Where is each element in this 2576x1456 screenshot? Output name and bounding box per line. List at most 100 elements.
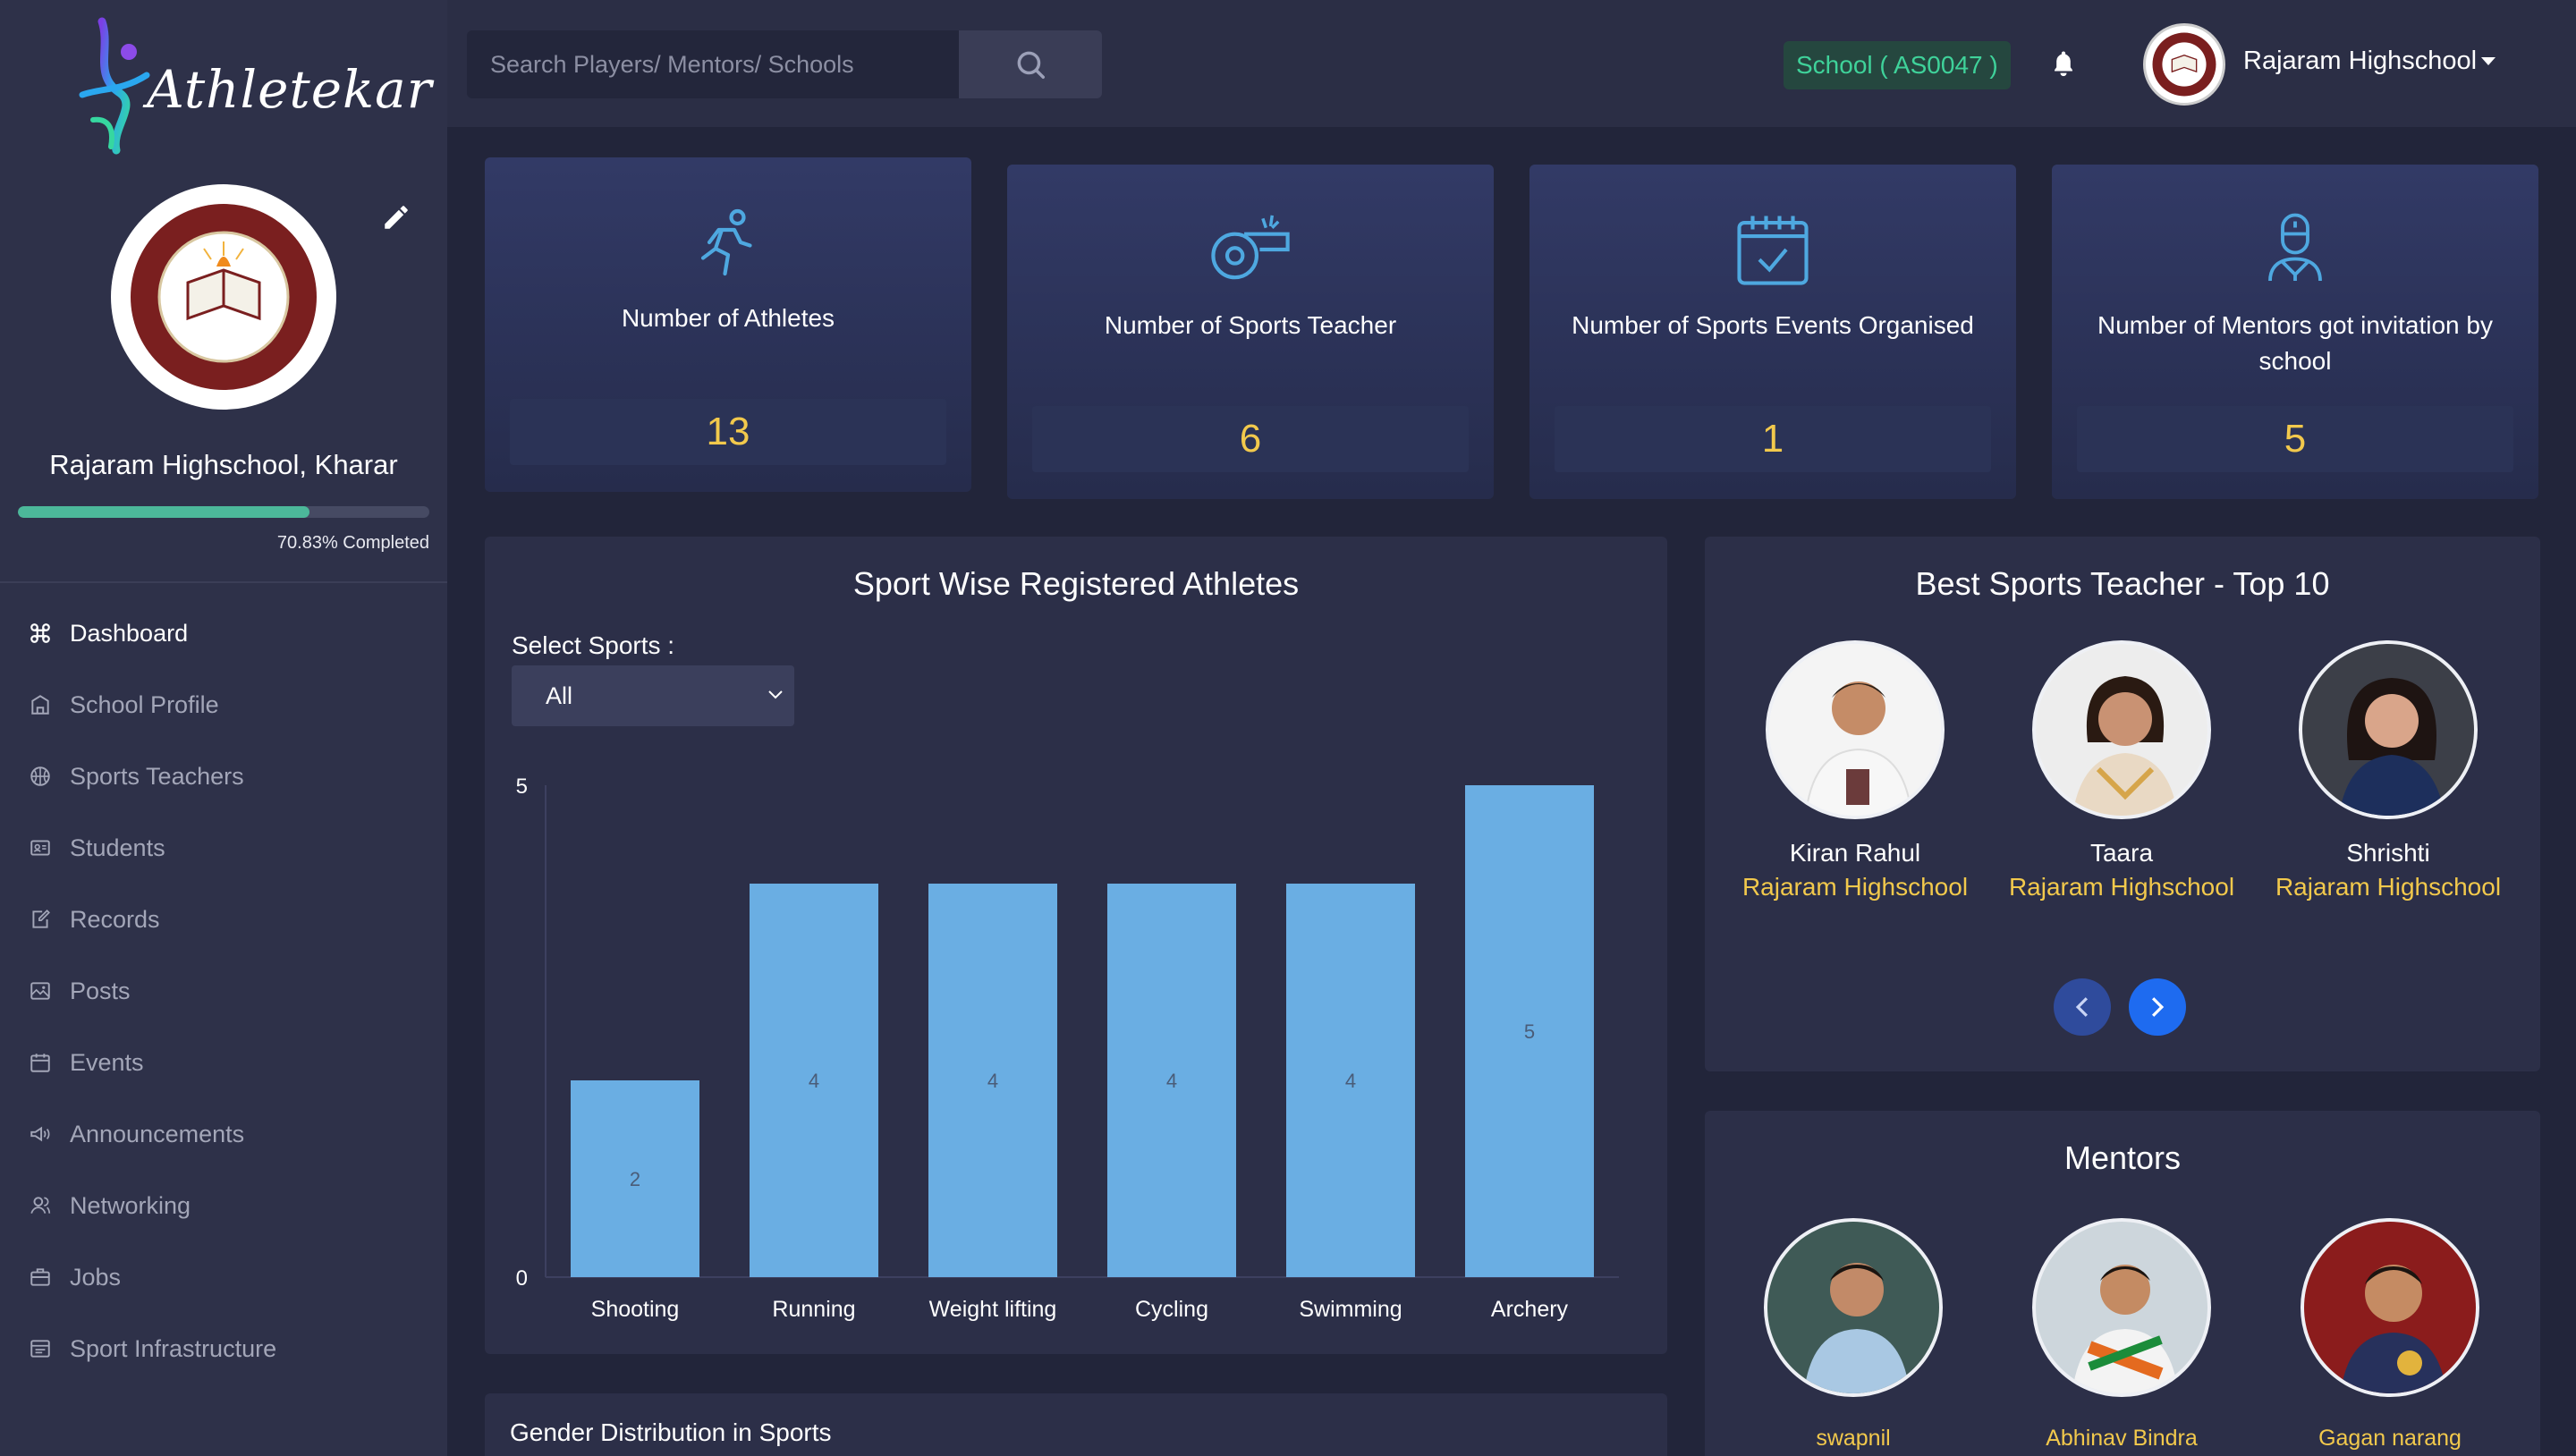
sport-wise-bar-chart: 0 5 2 Shooting 4 Running 4 Weight lifting 4 Cycli… [516,775,1619,1322]
person-avatar-icon [2036,1222,2207,1393]
bar-swimming [1286,884,1415,1277]
x-tick-label: Shooting [591,1297,680,1322]
teacher-card[interactable]: Kiran Rahul Rajaram Highschool [1721,640,1989,902]
person-avatar-icon [2302,644,2474,816]
sidebar-item-announcements[interactable]: Announcements [0,1098,447,1170]
bar-cycling [1107,884,1236,1277]
profile-progress-label: 70.83% Completed [276,533,429,553]
sidebar-item-sport-infrastructure[interactable]: Sport Infrastructure [0,1313,447,1384]
sidebar-item-label: Posts [70,977,131,1004]
teacher-photo [2299,640,2478,819]
bar-data-label: 4 [987,1070,998,1092]
sidebar-item-networking[interactable]: Networking [0,1170,447,1241]
mentor-icon [2268,213,2322,282]
search-button[interactable] [959,30,1102,98]
calendar-check-icon [1737,216,1809,285]
brand-name: Athletekar [147,59,433,120]
stat-value: 13 [510,399,946,465]
sidebar-item-label: Jobs [70,1263,122,1291]
teacher-card[interactable]: Taara Rajaram Highschool [1987,640,2256,902]
athlete-logo-icon [79,17,150,155]
bar-data-label: 4 [1166,1070,1177,1092]
mentor-name[interactable]: Abhinav Bindra [2046,1426,2198,1451]
teachers-prev-button[interactable] [2054,978,2111,1036]
person-avatar-icon [1767,1222,1939,1393]
gender-distribution-panel [485,1393,1667,1456]
x-tick-label: Archery [1491,1297,1569,1322]
gender-distribution-title: Gender Distribution in Sports [510,1418,832,1446]
users-icon [30,1197,51,1214]
sidebar-divider [0,581,447,583]
stat-label: Number of Athletes [621,304,835,332]
sidebar-item-label: Announcements [70,1120,245,1147]
search-icon [1017,51,1045,79]
select-sports-value: All [546,682,573,709]
select-sports-label: Select Sports : [512,631,675,659]
sidebar-item-school-profile[interactable]: School Profile [0,669,447,741]
panel-title: Best Sports Teacher - Top 10 [1915,565,2330,602]
school-crest-icon [114,188,333,406]
school-avatar [111,184,336,410]
chevron-down-icon[interactable] [2481,57,2496,65]
stat-card-mentors-invited: Number of Mentors got invitation by scho… [2052,165,2538,499]
teacher-name: Taara [2089,839,2154,867]
mentor-photo [2301,1218,2479,1397]
teacher-card[interactable]: Shrishti Rajaram Highschool [2254,640,2522,902]
teachers-next-button[interactable] [2129,978,2186,1036]
mentor-card[interactable] [2256,1218,2524,1397]
sidebar-item-label: Events [70,1048,144,1076]
panel-title: Mentors [2063,1139,2182,1176]
mentor-name[interactable]: Gagan narang [2318,1426,2462,1451]
sidebar-item-label: School Profile [70,690,219,718]
person-avatar-icon [2036,644,2207,816]
mentor-card[interactable] [1719,1218,1987,1397]
stat-value: 5 [2077,406,2513,472]
sidebar-item-label: Students [70,834,165,861]
building-icon [31,695,49,715]
user-avatar[interactable] [2143,23,2225,106]
stat-label: Number of Sports Teacher [1104,311,1397,339]
select-sports-dropdown[interactable]: All [512,665,794,726]
bar-running [750,884,878,1277]
sidebar-item-sports-teachers[interactable]: Sports Teachers [0,741,447,812]
sidebar-item-posts[interactable]: Posts [0,955,447,1027]
x-tick-label: Running [772,1297,855,1322]
sidebar-item-events[interactable]: Events [0,1027,447,1098]
pencil-icon[interactable] [381,202,411,233]
command-icon [30,623,50,643]
mentor-card[interactable] [1987,1218,2256,1397]
teacher-name: Kiran Rahul [1789,839,1921,867]
stat-value: 1 [1555,406,1991,472]
bar-archery [1465,785,1594,1277]
person-avatar-icon [1769,644,1941,816]
runner-icon [700,208,752,276]
calendar-icon [30,1054,50,1072]
megaphone-icon [30,1126,50,1142]
user-menu-name[interactable]: Rajaram Highschool [2243,47,2478,75]
stat-label: Number of Sports Events Organised [1572,311,1974,339]
school-crest-icon [2147,27,2222,102]
briefcase-icon [30,1268,50,1286]
x-tick-label: Cycling [1135,1297,1208,1322]
sidebar-item-records[interactable]: Records [0,884,447,955]
profile-progress-bar [18,506,429,518]
sidebar: Athletekar Rajaram Highschool, Kharar 70… [0,0,447,1456]
notification-bell-icon[interactable] [2048,47,2079,80]
edit-note-icon [32,910,50,928]
mentor-photo [2032,1218,2211,1397]
mentor-photo [1764,1218,1943,1397]
teacher-school: Rajaram Highschool [2008,873,2235,901]
search-input[interactable] [467,30,959,98]
sidebar-item-students[interactable]: Students [0,812,447,884]
bar-weight-lifting [928,884,1057,1277]
athletekar-logo[interactable]: Athletekar [75,13,431,156]
panel-title: Sport Wise Registered Athletes [852,565,1300,602]
chevron-left-icon [2075,997,2089,1017]
sidebar-item-dashboard[interactable]: Dashboard [0,597,447,669]
sidebar-item-jobs[interactable]: Jobs [0,1241,447,1313]
y-tick-label: 0 [516,1266,528,1291]
chevron-right-icon [2151,997,2165,1017]
stat-card-events-organised: Number of Sports Events Organised 1 [1530,165,2016,499]
mentor-name[interactable]: swapnil [1816,1426,1891,1451]
person-avatar-icon [2304,1222,2476,1393]
